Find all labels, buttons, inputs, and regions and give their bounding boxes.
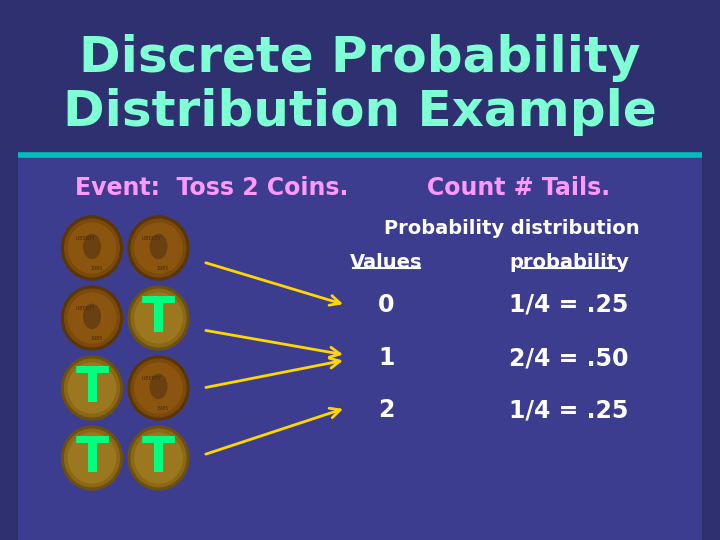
Text: 1/4 = .25: 1/4 = .25 bbox=[509, 398, 629, 422]
Circle shape bbox=[131, 429, 186, 487]
Bar bbox=[18, 0, 702, 155]
Circle shape bbox=[65, 429, 120, 487]
Ellipse shape bbox=[150, 374, 167, 399]
Circle shape bbox=[131, 219, 186, 277]
Circle shape bbox=[128, 216, 189, 280]
Text: LIBERTY: LIBERTY bbox=[142, 376, 161, 381]
Circle shape bbox=[62, 286, 122, 350]
Ellipse shape bbox=[150, 234, 167, 259]
Text: 1985: 1985 bbox=[157, 266, 169, 271]
Circle shape bbox=[62, 216, 122, 280]
Circle shape bbox=[62, 426, 122, 490]
Text: 1985: 1985 bbox=[91, 336, 103, 341]
Text: 1: 1 bbox=[379, 346, 395, 370]
Ellipse shape bbox=[84, 305, 100, 328]
Circle shape bbox=[68, 433, 116, 483]
Text: Values: Values bbox=[351, 253, 423, 272]
Circle shape bbox=[135, 363, 182, 413]
Text: 2: 2 bbox=[379, 398, 395, 422]
Text: Event:  Toss 2 Coins.: Event: Toss 2 Coins. bbox=[75, 176, 348, 200]
Text: T: T bbox=[76, 364, 109, 412]
Text: T: T bbox=[142, 294, 175, 342]
Circle shape bbox=[128, 356, 189, 420]
Circle shape bbox=[68, 293, 116, 343]
Circle shape bbox=[128, 426, 189, 490]
Text: 1/4 = .25: 1/4 = .25 bbox=[509, 293, 629, 317]
Text: Count # Tails.: Count # Tails. bbox=[426, 176, 610, 200]
Text: LIBERTY: LIBERTY bbox=[142, 236, 161, 241]
Text: T: T bbox=[76, 434, 109, 482]
Circle shape bbox=[62, 356, 122, 420]
Text: Distribution Example: Distribution Example bbox=[63, 88, 657, 136]
Text: Probability distribution: Probability distribution bbox=[384, 219, 640, 238]
Text: LIBERTY: LIBERTY bbox=[76, 236, 95, 241]
Text: 2/4 = .50: 2/4 = .50 bbox=[509, 346, 629, 370]
Text: T: T bbox=[142, 434, 175, 482]
Circle shape bbox=[135, 223, 182, 273]
Circle shape bbox=[135, 293, 182, 343]
Circle shape bbox=[68, 363, 116, 413]
Circle shape bbox=[68, 223, 116, 273]
Text: Discrete Probability: Discrete Probability bbox=[79, 34, 641, 82]
Text: 0: 0 bbox=[378, 293, 395, 317]
Circle shape bbox=[131, 359, 186, 417]
Circle shape bbox=[131, 289, 186, 347]
Circle shape bbox=[128, 286, 189, 350]
Ellipse shape bbox=[84, 234, 100, 259]
Text: LIBERTY: LIBERTY bbox=[76, 306, 95, 311]
Circle shape bbox=[65, 289, 120, 347]
Text: 1985: 1985 bbox=[157, 406, 169, 411]
Circle shape bbox=[135, 433, 182, 483]
Text: probability: probability bbox=[509, 253, 629, 272]
Circle shape bbox=[65, 219, 120, 277]
Text: 1985: 1985 bbox=[91, 266, 103, 271]
Circle shape bbox=[65, 359, 120, 417]
